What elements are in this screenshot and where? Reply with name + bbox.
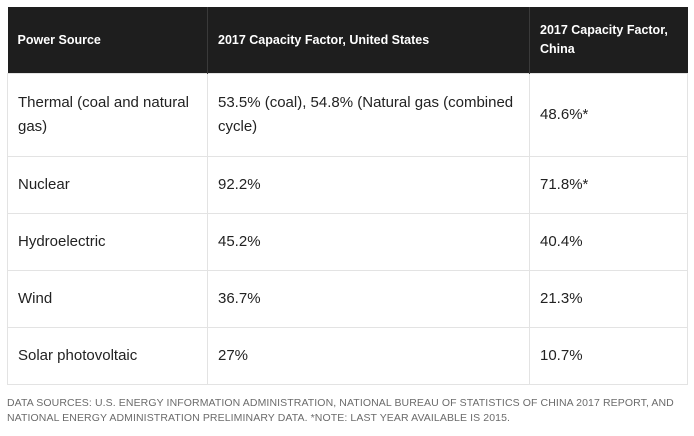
cell-us-value: 53.5% (coal), 54.8% (Natural gas (combin… bbox=[207, 73, 530, 157]
table-row: Hydroelectric 45.2% 40.4% bbox=[7, 213, 688, 271]
cell-power-source: Nuclear bbox=[7, 156, 208, 214]
data-sources-footnote: DATA SOURCES: U.S. ENERGY INFORMATION AD… bbox=[7, 397, 674, 424]
cell-us-value: 45.2% bbox=[207, 213, 530, 271]
cell-china-value: 40.4% bbox=[529, 213, 688, 271]
table-row: Nuclear 92.2% 71.8%* bbox=[7, 156, 688, 214]
table-row: Thermal (coal and natural gas) 53.5% (co… bbox=[7, 73, 688, 157]
cell-power-source: Wind bbox=[7, 270, 208, 328]
cell-power-source: Solar photovoltaic bbox=[7, 327, 208, 385]
header-power-source: Power Source bbox=[7, 7, 208, 74]
header-china-capacity-factor: 2017 Capacity Factor, China bbox=[529, 7, 688, 74]
cell-china-value: 21.3% bbox=[529, 270, 688, 328]
cell-power-source: Hydroelectric bbox=[7, 213, 208, 271]
capacity-factor-table: Power Source 2017 Capacity Factor, Unite… bbox=[7, 7, 688, 385]
header-us-capacity-factor: 2017 Capacity Factor, United States bbox=[207, 7, 530, 74]
table-body: Thermal (coal and natural gas) 53.5% (co… bbox=[7, 73, 688, 385]
header-row: Power Source 2017 Capacity Factor, Unite… bbox=[7, 7, 688, 74]
cell-power-source: Thermal (coal and natural gas) bbox=[7, 73, 208, 157]
cell-us-value: 27% bbox=[207, 327, 530, 385]
capacity-factor-table-container: Power Source 2017 Capacity Factor, Unite… bbox=[7, 7, 688, 385]
table-header: Power Source 2017 Capacity Factor, Unite… bbox=[7, 7, 688, 74]
cell-china-value: 71.8%* bbox=[529, 156, 688, 214]
cell-china-value: 10.7% bbox=[529, 327, 688, 385]
cell-china-value: 48.6%* bbox=[529, 73, 688, 157]
table-row: Solar photovoltaic 27% 10.7% bbox=[7, 327, 688, 385]
table-row: Wind 36.7% 21.3% bbox=[7, 270, 688, 328]
cell-us-value: 92.2% bbox=[207, 156, 530, 214]
cell-us-value: 36.7% bbox=[207, 270, 530, 328]
